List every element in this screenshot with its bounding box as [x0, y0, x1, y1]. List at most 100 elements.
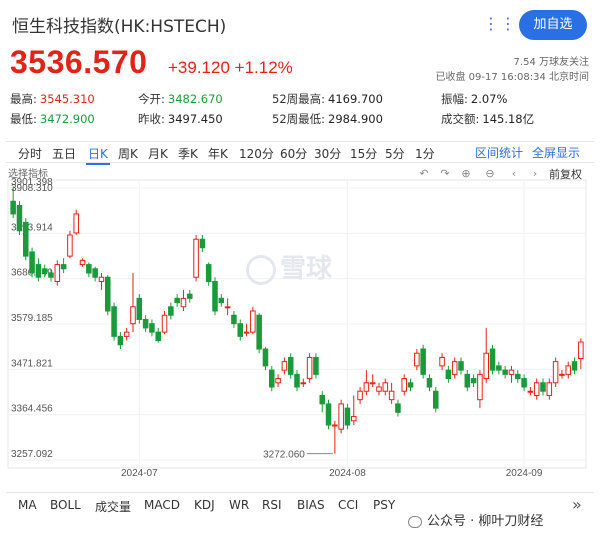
- candle-body: [319, 394, 326, 405]
- tab-yearly-k[interactable]: 年K: [208, 147, 228, 161]
- tab-60min[interactable]: 60分: [280, 147, 308, 161]
- fullscreen-link[interactable]: 全屏显示: [532, 146, 581, 160]
- tab-daily-k[interactable]: 日K: [86, 144, 110, 165]
- candle-body: [565, 365, 572, 375]
- range-stats-link[interactable]: 区间统计: [475, 146, 524, 160]
- stats-row-2: 最低: 3472.900 昨收: 3497.450 52周最低: 2984.900 成…: [10, 111, 590, 131]
- candle-body: [533, 382, 540, 396]
- y-tick-label: 3901.398: [11, 178, 53, 188]
- candle-body: [237, 323, 244, 337]
- candle-body: [218, 297, 225, 304]
- candle-body: [268, 369, 275, 388]
- tab-monthly-k[interactable]: 月K: [148, 147, 168, 161]
- tab-30min[interactable]: 30分: [314, 147, 342, 161]
- candle-body: [294, 373, 300, 388]
- page-title: 恒生科技指数(HK:HSTECH): [12, 17, 227, 37]
- candle-body: [313, 356, 319, 375]
- stat-high: 最高: 3545.310: [10, 92, 95, 106]
- candlestick-chart[interactable]: 3901.3983793.9143686.6493579.1853471.821…: [0, 178, 603, 486]
- zoom-in-icon[interactable]: ⊕: [461, 167, 471, 180]
- candle-body: [439, 356, 445, 367]
- candle-body: [496, 365, 502, 371]
- stat-amplitude: 振幅: 2.07%: [441, 92, 508, 106]
- candle-body: [306, 356, 313, 380]
- tab-1min[interactable]: 1分: [415, 147, 435, 161]
- watermark-logo-icon: [246, 254, 276, 285]
- candle-body: [67, 234, 73, 257]
- candle-body: [41, 268, 48, 274]
- x-tick-label: 2024-08: [329, 468, 366, 479]
- indicator-ma[interactable]: MA: [18, 498, 37, 512]
- more-dots-icon[interactable]: ⋮⋮: [483, 14, 517, 33]
- stats-row-1: 最高: 3545.310 今开: 3482.670 52周最高: 4169.700 振…: [10, 91, 590, 111]
- candle-body: [300, 382, 307, 385]
- candle-body: [325, 403, 332, 426]
- candle-body: [350, 416, 357, 422]
- double-chevron-right-icon[interactable]: »: [572, 495, 582, 514]
- tab-quarterly-k[interactable]: 季K: [178, 147, 198, 161]
- stat-52w-high: 52周最高: 4169.700: [272, 92, 383, 106]
- candle-body: [540, 382, 546, 392]
- indicator-selector-label[interactable]: 选择指标: [8, 169, 48, 180]
- add-watchlist-button[interactable]: 加自选: [519, 10, 587, 40]
- candle-body: [98, 276, 105, 282]
- candle-body: [123, 331, 130, 337]
- indicator-rsi[interactable]: RSI: [262, 498, 282, 512]
- candle-body: [224, 306, 231, 309]
- indicator-psy[interactable]: PSY: [373, 498, 396, 512]
- indicator-boll[interactable]: BOLL: [50, 498, 81, 512]
- y-tick-label: 3793.914: [11, 222, 53, 233]
- tab-5day[interactable]: 五日: [52, 147, 77, 161]
- price-adjust-dropdown[interactable]: 前复权: [549, 168, 582, 181]
- candle-body: [445, 369, 452, 380]
- undo-icon[interactable]: ↶: [419, 167, 429, 180]
- zoom-out-icon[interactable]: ⊖: [485, 167, 495, 180]
- candle-body: [401, 378, 408, 392]
- candle-body: [54, 264, 61, 282]
- indicator-kdj[interactable]: KDJ: [194, 498, 215, 512]
- candle-body: [514, 373, 521, 380]
- candle-body: [60, 264, 67, 270]
- candle-body: [344, 407, 351, 426]
- tab-15min[interactable]: 15分: [350, 147, 378, 161]
- candle-body: [10, 200, 16, 215]
- indicator-bias[interactable]: BIAS: [297, 498, 325, 512]
- candle-body: [168, 306, 174, 316]
- candle-body: [79, 259, 86, 266]
- indicator-macd[interactable]: MACD: [144, 498, 180, 512]
- candle-body: [395, 403, 401, 413]
- candle-body: [35, 264, 42, 278]
- followers-count: 7.54 万球友关注: [513, 57, 589, 68]
- candle-body: [388, 390, 395, 401]
- candle-body: [22, 221, 29, 257]
- candle-body: [250, 310, 256, 333]
- redo-icon[interactable]: ↷: [440, 167, 450, 180]
- candle-body: [521, 378, 527, 388]
- candle-body: [483, 352, 490, 380]
- candle-body: [199, 238, 206, 249]
- indicator-volume[interactable]: 成交量: [95, 500, 132, 514]
- max-annotation: 3908.310: [11, 183, 53, 194]
- candle-body: [527, 390, 534, 393]
- y-tick-label: 3471.821: [11, 358, 53, 369]
- price-change: +39.120 +1.12%: [168, 58, 293, 77]
- y-tick-label: 3257.092: [11, 449, 53, 460]
- candle-body: [363, 382, 370, 392]
- candle-body: [275, 378, 281, 384]
- candle-body: [546, 382, 553, 396]
- candle-body: [414, 352, 420, 367]
- indicator-wr[interactable]: WR: [229, 498, 250, 512]
- candle-body: [578, 341, 584, 360]
- candle-body: [357, 390, 363, 401]
- candle-body: [281, 361, 288, 371]
- tab-120min[interactable]: 120分: [239, 147, 274, 161]
- candle-body: [382, 382, 389, 392]
- tab-intraday[interactable]: 分时: [18, 147, 43, 161]
- next-icon[interactable]: ›: [532, 167, 538, 180]
- tab-weekly-k[interactable]: 周K: [118, 147, 138, 161]
- tab-5min[interactable]: 5分: [385, 147, 405, 161]
- wechat-source: 公众号 · 柳叶刀财经: [408, 510, 543, 529]
- indicator-cci[interactable]: CCI: [338, 498, 359, 512]
- prev-icon[interactable]: ‹: [511, 167, 517, 180]
- candle-body: [174, 297, 180, 304]
